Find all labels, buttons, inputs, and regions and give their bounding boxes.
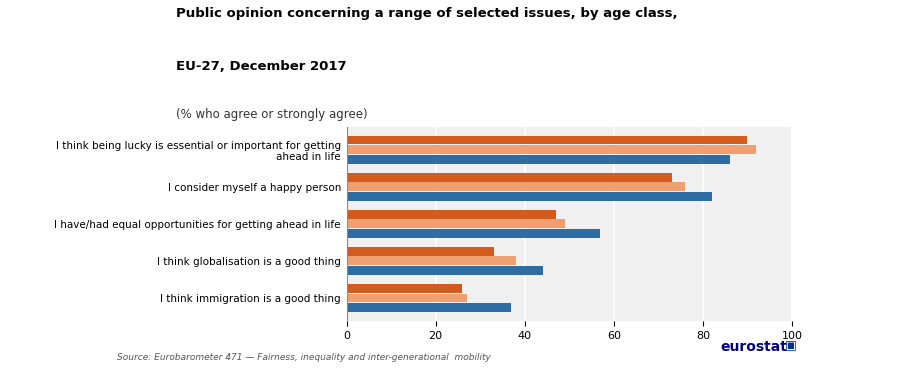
Text: EU-27, December 2017: EU-27, December 2017 — [176, 60, 346, 73]
Bar — [346, 219, 565, 228]
Text: ▣: ▣ — [785, 338, 796, 351]
Bar — [346, 210, 556, 219]
Bar — [346, 266, 543, 275]
Bar — [346, 257, 516, 265]
Bar — [346, 173, 671, 182]
Bar — [346, 155, 730, 163]
Text: (% who agree or strongly agree): (% who agree or strongly agree) — [176, 108, 367, 121]
Bar — [346, 303, 511, 312]
Text: Source: Eurobarometer 471 — Fairness, inequality and inter-generational  mobilit: Source: Eurobarometer 471 — Fairness, in… — [117, 353, 491, 362]
Bar — [346, 192, 712, 201]
Bar — [346, 229, 600, 238]
Bar — [346, 247, 493, 256]
Text: Public opinion concerning a range of selected issues, by age class,: Public opinion concerning a range of sel… — [176, 7, 677, 21]
Bar — [346, 136, 747, 144]
Text: eurostat: eurostat — [720, 340, 787, 354]
Bar — [346, 182, 685, 191]
Bar — [346, 145, 756, 154]
Bar — [346, 284, 463, 293]
Bar — [346, 294, 467, 303]
